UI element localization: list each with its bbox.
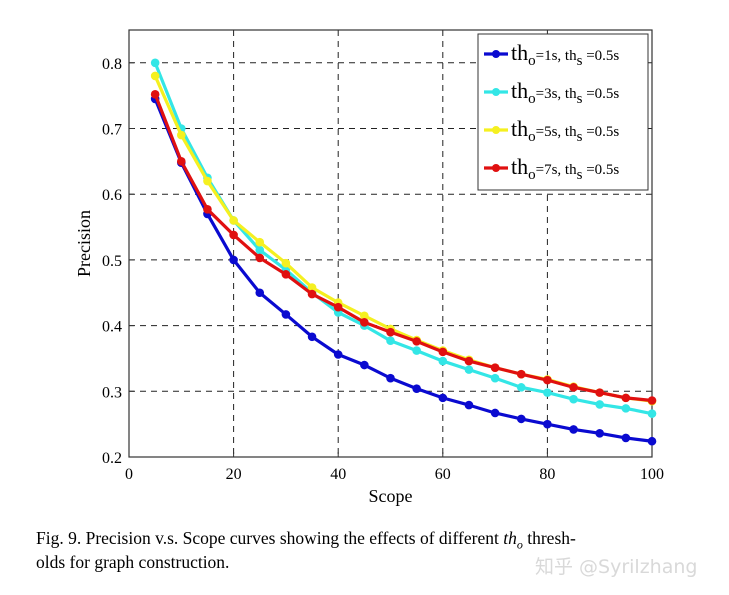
data-point [333, 302, 343, 312]
data-point [255, 288, 265, 298]
legend-marker [492, 164, 500, 172]
data-point [490, 363, 500, 372]
caption-text: Fig. 9. Precision v.s. Scope curves show… [36, 528, 504, 548]
series-4 [150, 90, 657, 405]
data-point [150, 58, 160, 68]
data-point [647, 436, 657, 446]
data-point [386, 336, 395, 346]
data-point [177, 157, 186, 166]
series-line [153, 93, 653, 403]
data-point [307, 283, 317, 292]
data-point [255, 253, 265, 263]
data-point [621, 404, 631, 413]
data-point [360, 318, 369, 327]
series-line [153, 98, 653, 443]
data-point [203, 176, 212, 186]
data-point [255, 237, 265, 247]
x-tick-label: 60 [435, 466, 451, 483]
data-point [386, 373, 395, 383]
data-point [150, 90, 160, 99]
data-point [516, 369, 526, 379]
data-point [543, 375, 552, 385]
x-tick-label: 100 [640, 466, 664, 483]
data-point [307, 332, 317, 342]
y-tick-label: 0.4 [102, 319, 122, 336]
series-1 [150, 94, 657, 446]
data-point [438, 393, 448, 403]
data-point [281, 270, 291, 279]
data-point [464, 356, 474, 366]
data-point [255, 245, 265, 255]
data-point [412, 346, 421, 355]
caption-math: th [503, 528, 517, 548]
data-point [307, 289, 317, 299]
data-point [516, 414, 526, 424]
data-point [438, 347, 448, 357]
y-tick-label: 0.5 [102, 253, 122, 270]
data-point [229, 255, 238, 265]
data-point [595, 400, 604, 409]
data-point [647, 409, 657, 418]
data-point [386, 327, 395, 337]
data-point [281, 258, 291, 268]
data-point [621, 433, 631, 443]
data-point [595, 429, 604, 438]
data-point [490, 373, 500, 383]
caption-text-end: thresh- [522, 528, 576, 548]
data-point [229, 216, 238, 225]
y-axis-label: Precision [74, 210, 94, 277]
figure-caption-line1: Fig. 9. Precision v.s. Scope curves show… [36, 528, 576, 553]
x-tick-label: 0 [125, 466, 133, 483]
data-point [438, 356, 448, 366]
data-point [281, 310, 291, 319]
legend-label: tho=3s, ths =0.5s [511, 78, 619, 107]
y-tick-label: 0.3 [102, 384, 122, 401]
data-point [516, 383, 526, 392]
x-axis-label: Scope [369, 486, 413, 506]
x-tick-label: 20 [226, 466, 242, 483]
data-point [150, 71, 160, 81]
data-point [464, 365, 474, 374]
legend-marker [492, 126, 500, 134]
data-point [360, 311, 369, 321]
y-tick-label: 0.7 [102, 122, 122, 139]
data-point [412, 384, 421, 393]
data-point [333, 350, 343, 359]
legend-box [477, 33, 649, 191]
data-point [621, 393, 631, 403]
figure-caption-line2: olds for graph construction. [36, 552, 230, 572]
y-tick-label: 0.6 [102, 187, 122, 204]
data-point [543, 388, 552, 397]
data-point [595, 388, 604, 397]
watermark: 知乎 @Syrilzhang [535, 556, 698, 578]
data-point [569, 425, 578, 434]
x-tick-label: 80 [539, 466, 555, 483]
data-point [177, 130, 186, 140]
data-point [569, 394, 578, 404]
data-point [490, 408, 500, 418]
legend-label: tho=5s, ths =0.5s [511, 116, 619, 145]
legend: tho=1s, ths =0.5s tho=3s, ths =0.5s tho=5s… [477, 33, 649, 191]
caption-math-sub: o [516, 537, 523, 552]
plot-frame [128, 29, 653, 458]
legend-marker [492, 50, 500, 58]
data-point [464, 400, 474, 410]
data-point [569, 383, 578, 392]
legend-label: tho=7s, ths =0.5s [511, 154, 619, 183]
data-point [543, 419, 552, 429]
data-point [412, 337, 421, 346]
legend-label: tho=1s, ths =0.5s [511, 40, 619, 69]
data-point [203, 205, 212, 214]
x-tick-label: 40 [330, 466, 346, 483]
y-tick-label: 0.8 [102, 56, 122, 73]
y-tick-label: 0.2 [102, 450, 122, 467]
data-point [360, 360, 369, 370]
data-point [647, 396, 657, 405]
data-point [229, 230, 238, 240]
legend-marker [492, 88, 500, 96]
